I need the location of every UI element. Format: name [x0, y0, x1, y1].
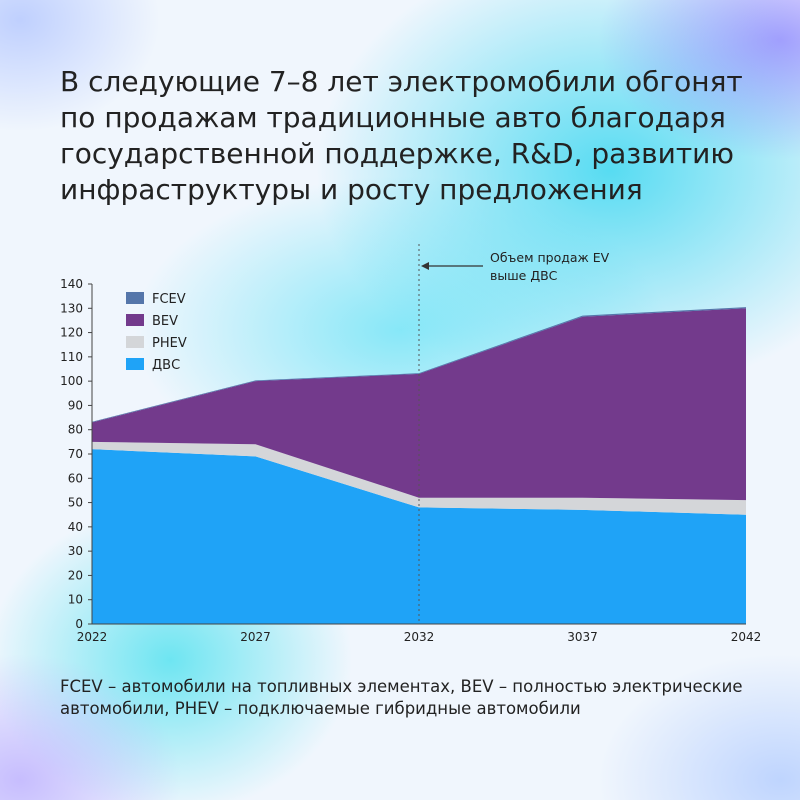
y-tick-label: 60 — [68, 471, 83, 485]
legend-label-двс: ДВС — [152, 358, 180, 373]
y-tick-label: 90 — [68, 398, 83, 412]
legend-swatch-fcev — [126, 292, 144, 304]
y-tick-label: 0 — [75, 617, 83, 631]
y-tick-label: 120 — [60, 326, 83, 340]
y-tick-label: 20 — [68, 568, 83, 582]
x-tick-label: 2022 — [77, 630, 108, 644]
y-tick-label: 140 — [60, 277, 83, 291]
chart-legend: FCEV BEV PHEV ДВС — [126, 292, 187, 373]
y-tick-label: 110 — [60, 350, 83, 364]
legend-swatch-bev — [126, 314, 144, 326]
y-tick-label: 50 — [68, 496, 83, 510]
y-tick-label: 10 — [68, 593, 83, 607]
annotation-arrow-head — [421, 262, 429, 270]
y-tick-label: 100 — [60, 374, 83, 388]
page-title: В следующие 7–8 лет электромобили обгоня… — [60, 65, 743, 206]
x-tick-label: 2027 — [240, 630, 271, 644]
x-tick-label: 2042 — [731, 630, 762, 644]
legend-swatch-двс — [126, 358, 144, 370]
footnote: FCEV – автомобили на топливных элементах… — [60, 677, 743, 718]
area-двс — [92, 449, 746, 624]
chart-annotation: Объем продаж EV выше ДВС — [418, 244, 610, 624]
legend-label-fcev: FCEV — [152, 292, 186, 307]
y-tick-label: 40 — [68, 520, 83, 534]
annotation-text-line: Объем продаж EV — [490, 250, 610, 265]
y-tick-label: 80 — [68, 423, 83, 437]
x-tick-label: 3037 — [567, 630, 598, 644]
annotation-text-line: выше ДВС — [490, 268, 558, 283]
legend-swatch-phev — [126, 336, 144, 348]
y-tick-label: 130 — [60, 301, 83, 315]
y-tick-label: 30 — [68, 544, 83, 558]
legend-label-phev: PHEV — [152, 336, 187, 351]
y-axis: 0 10 20 30 40 50 60 70 80 90 100 110 120 130 140 — [60, 277, 93, 631]
x-tick-label: 2032 — [404, 630, 435, 644]
legend-label-bev: BEV — [152, 314, 178, 329]
x-axis: 2022 2027 2032 3037 2042 — [77, 623, 762, 644]
y-tick-label: 70 — [68, 447, 83, 461]
